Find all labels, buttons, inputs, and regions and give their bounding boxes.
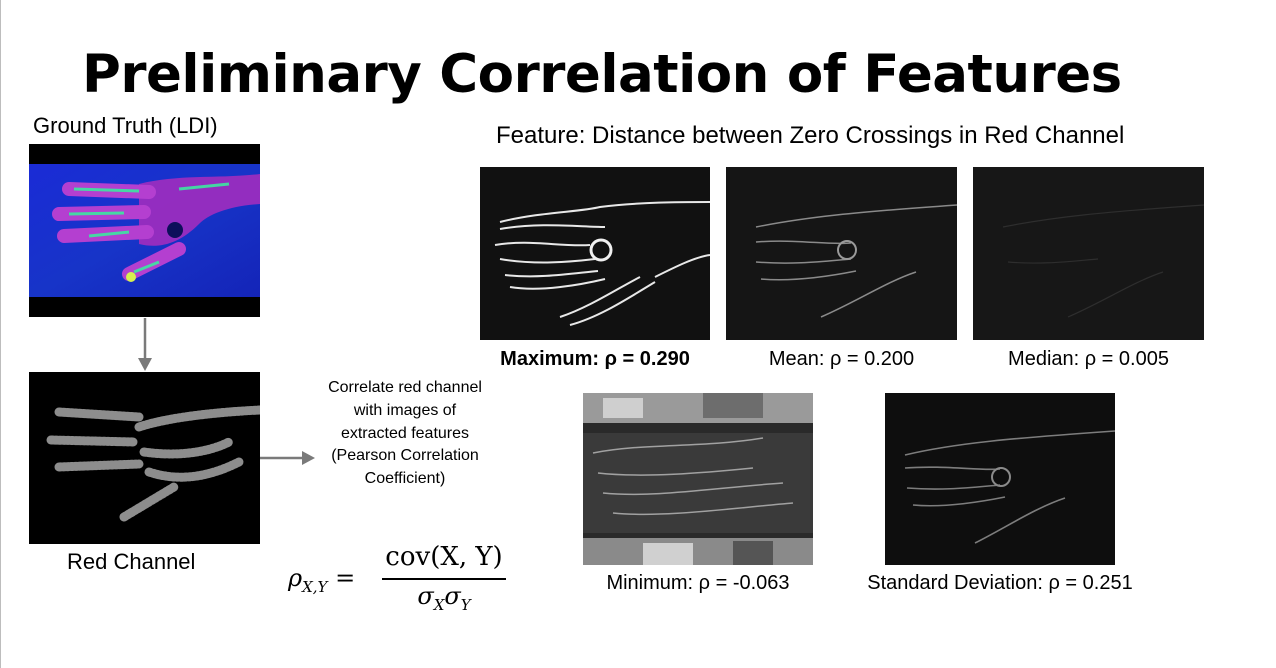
formula-fraction-bar <box>382 578 506 580</box>
red-channel-label: Red Channel <box>67 549 196 574</box>
feature-heading: Feature: Distance between Zero Crossings… <box>496 122 1125 149</box>
correlation-note: Correlate red channel with images of ext… <box>328 379 482 488</box>
median-caption: Median: ρ = 0.005 <box>1008 348 1169 370</box>
formula-denominator: σXσY <box>417 582 471 614</box>
maximum-feature-image <box>480 167 710 340</box>
minimum-caption: Minimum: ρ = -0.063 <box>606 572 790 594</box>
minimum-feature-image <box>583 393 813 565</box>
mean-caption: Mean: ρ = 0.200 <box>768 348 915 370</box>
slide-title: Preliminary Correlation of Features <box>82 44 1122 105</box>
arrow-right-icon <box>260 451 315 465</box>
ground-truth-label: Ground Truth (LDI) <box>33 113 218 138</box>
median-feature-image <box>973 167 1204 340</box>
formula-lhs: ρX,Y = <box>288 564 356 596</box>
arrow-down-icon <box>138 318 152 371</box>
ground-truth-ldi-image <box>29 144 260 317</box>
maximum-caption: Maximum: ρ = 0.290 <box>500 348 690 370</box>
std-caption: Standard Deviation: ρ = 0.251 <box>867 572 1133 594</box>
mean-feature-image <box>726 167 957 340</box>
std-feature-image <box>885 393 1115 565</box>
red-channel-image <box>29 372 260 544</box>
formula-numerator: cov(X, Y) <box>385 542 503 572</box>
slide-edge-line <box>0 0 1 668</box>
pearson-formula: ρX,Y = cov(X, Y) σXσY <box>288 540 518 620</box>
